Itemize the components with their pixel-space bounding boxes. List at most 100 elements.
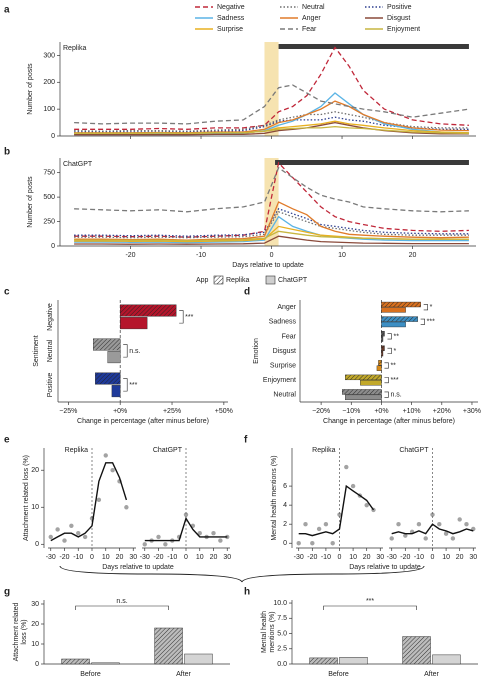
bar-hatch	[381, 302, 421, 307]
sig-label: ***	[427, 319, 435, 326]
legend-label: Disgust	[387, 15, 410, 22]
x-tick-label: 20	[210, 554, 218, 561]
bar-hatch	[342, 389, 382, 395]
x-tick-label: -10	[167, 554, 177, 561]
x-tick-label: +0%	[374, 408, 388, 415]
bar	[381, 336, 384, 342]
x-tick-label: Before	[328, 671, 349, 678]
point	[364, 502, 369, 508]
point	[156, 534, 161, 540]
x-tick-label: -30	[294, 554, 304, 561]
x-tick-label: After	[424, 671, 439, 678]
point	[350, 483, 356, 489]
x-tick-label: 10	[338, 252, 346, 259]
x-tick-label: 0	[338, 554, 342, 561]
bar	[345, 394, 382, 401]
panel-letter: a	[4, 5, 10, 16]
y-axis-label: Mental healthmentions (%)	[261, 611, 276, 653]
x-axis-label: Days relative to update	[102, 564, 174, 571]
y-tick-label: 0	[51, 133, 55, 140]
x-tick-label: -20	[125, 252, 135, 259]
y-tick-label: 30	[31, 601, 39, 608]
panel-letter: h	[244, 587, 250, 598]
bar-hatch	[93, 338, 121, 351]
y-tick-label: 200	[43, 79, 55, 86]
point	[310, 541, 315, 546]
point	[303, 521, 308, 527]
sig-bracket	[323, 605, 417, 610]
x-tick-label: After	[176, 671, 191, 678]
category-label: Disgust	[273, 348, 296, 355]
x-tick-label: -20	[307, 554, 317, 561]
y-tick-label: 10	[31, 641, 39, 648]
sig-label: **	[393, 333, 399, 340]
y-tick-label: 6	[283, 483, 287, 490]
sig-bracket	[420, 318, 425, 325]
sig-label: **	[390, 362, 396, 369]
x-tick-label: 30	[129, 554, 137, 561]
x-tick-label: +30%	[463, 408, 481, 415]
series-line	[74, 208, 469, 237]
bar-hatch	[154, 628, 183, 664]
significance-bar	[275, 160, 469, 165]
sig-bracket	[75, 605, 169, 610]
legend-label: ChatGPT	[278, 277, 308, 284]
y-axis-label: Number of posts	[27, 63, 34, 115]
bar-hatch	[95, 372, 121, 385]
bar	[381, 321, 406, 328]
point	[403, 533, 408, 538]
legend-swatch	[265, 275, 276, 285]
y-tick-label: 20	[31, 467, 39, 474]
y-tick-label: 0	[35, 541, 39, 548]
x-tick-label: −25%	[59, 408, 77, 415]
sig-bracket	[384, 362, 389, 369]
panel-letter: f	[244, 435, 248, 446]
point	[430, 512, 435, 517]
bar	[111, 385, 121, 398]
x-tick-label: 20	[363, 554, 371, 561]
legend-label: Fear	[302, 26, 317, 33]
point	[96, 497, 102, 503]
x-tick-label: +50%	[215, 408, 233, 415]
x-tick-label: -30	[46, 554, 56, 561]
sig-bracket	[387, 347, 392, 354]
highlight-band	[264, 42, 279, 136]
y-tick-label: 2	[283, 521, 287, 528]
point	[62, 538, 67, 543]
point	[457, 517, 462, 522]
facet-title: Replika	[65, 447, 88, 454]
category-label: Negative	[47, 303, 54, 331]
bar	[381, 307, 406, 313]
bar	[184, 653, 213, 665]
point	[389, 536, 394, 541]
sig-bracket	[123, 378, 128, 392]
category-label: Surprise	[270, 362, 296, 369]
category-label: Positive	[47, 373, 54, 398]
y-tick-label: 250	[43, 218, 55, 225]
bar	[432, 654, 461, 665]
y-tick-label: 0.0	[277, 661, 287, 668]
series-line	[74, 166, 469, 213]
x-tick-label: 0	[90, 554, 94, 561]
point	[69, 523, 74, 528]
bar-hatch	[61, 659, 90, 664]
y-tick-label: 0	[283, 540, 287, 547]
category-label: Neutral	[47, 339, 54, 362]
series-line	[74, 235, 469, 245]
sig-bracket	[384, 391, 389, 398]
bar-hatch	[381, 316, 418, 322]
bar-hatch	[345, 374, 382, 380]
point	[464, 521, 469, 527]
x-tick-label: -20	[153, 554, 163, 561]
y-axis-label: Number of posts	[27, 176, 34, 228]
legend-title: App	[196, 277, 209, 284]
legend-label: Anger	[302, 15, 321, 22]
x-tick-label: 30	[469, 554, 477, 561]
point	[124, 505, 129, 510]
facet-title: ChatGPT	[153, 447, 183, 454]
x-tick-label: +25%	[163, 408, 181, 415]
legend-hatch	[214, 276, 223, 284]
y-tick-label: 0	[51, 243, 55, 250]
sig-label: ***	[185, 314, 193, 321]
